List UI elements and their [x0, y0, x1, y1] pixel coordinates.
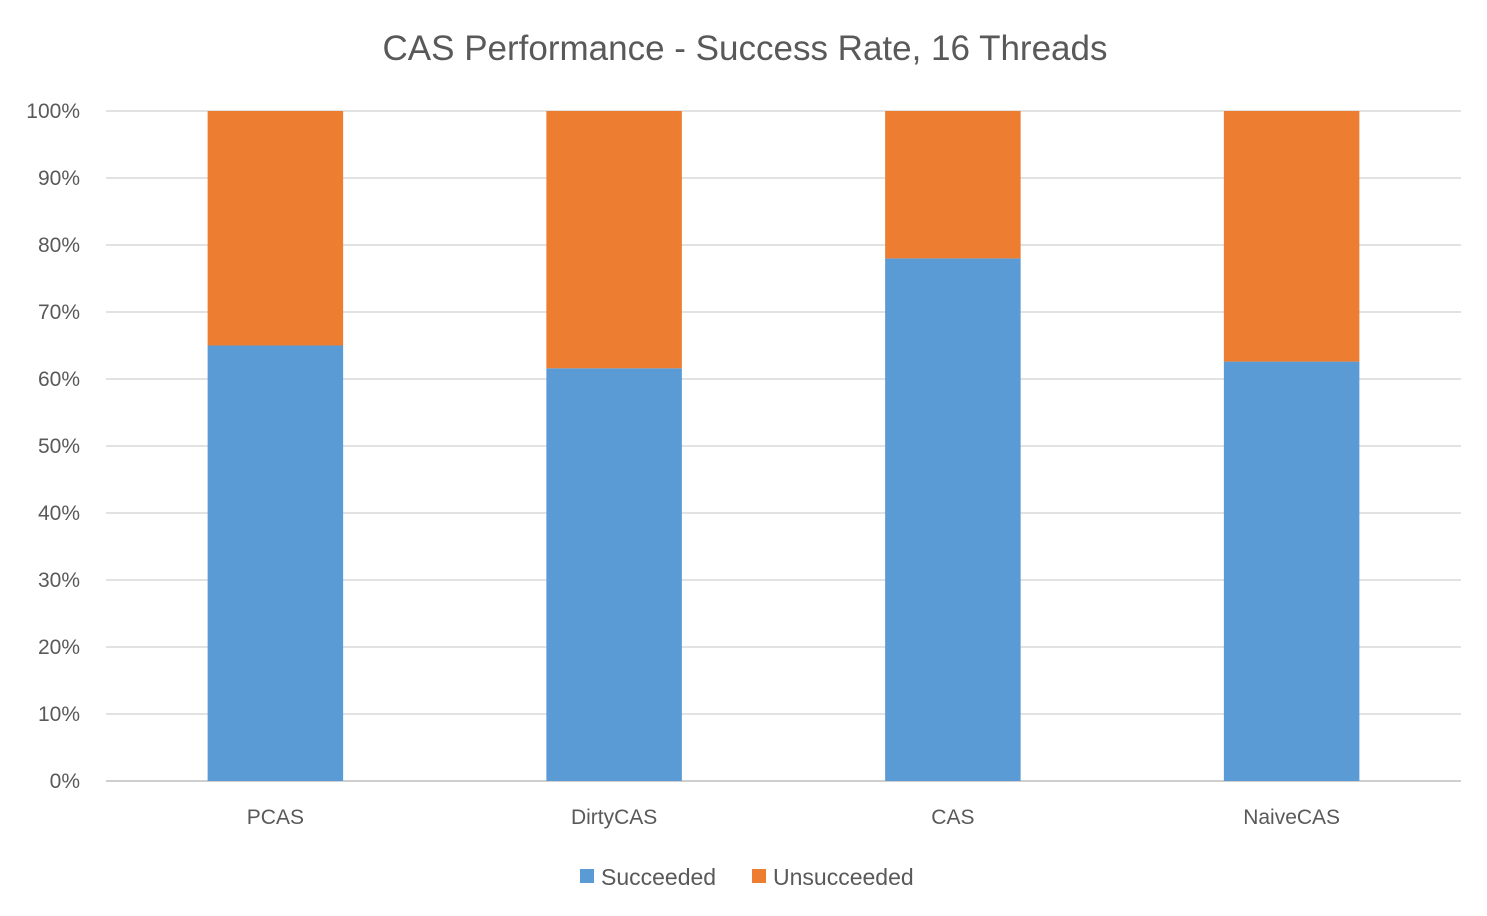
legend: Succeeded Unsucceeded	[580, 864, 914, 890]
x-tick-label: CAS	[931, 806, 974, 829]
x-tick-label: PCAS	[247, 806, 304, 829]
bar-unsucceeded-naivecas	[1223, 111, 1360, 362]
bar-unsucceeded-dirtycas	[546, 111, 682, 369]
bar-unsucceeded-pcas	[207, 111, 344, 346]
x-tick-label: DirtyCAS	[571, 806, 657, 829]
bar-succeeded-naivecas	[1223, 361, 1360, 781]
legend-label-succeeded: Succeeded	[601, 864, 716, 890]
y-tick-label: 30%	[38, 569, 80, 592]
y-tick-label: 50%	[38, 435, 80, 458]
bar-unsucceeded-cas	[885, 111, 1021, 259]
bar-succeeded-pcas	[207, 345, 344, 781]
y-tick-label: 20%	[38, 636, 80, 659]
y-axis-ticks: 0% 10% 20% 30% 40% 50% 60% 70% 80% 90% 100%	[26, 100, 80, 793]
y-tick-label: 60%	[38, 368, 80, 391]
chart-title: CAS Performance - Success Rate, 16 Threa…	[383, 29, 1108, 68]
y-tick-label: 0%	[50, 770, 80, 793]
y-tick-label: 10%	[38, 703, 80, 726]
bar-succeeded-cas	[885, 258, 1021, 781]
legend-swatch-unsucceeded	[752, 869, 766, 883]
legend-label-unsucceeded: Unsucceeded	[773, 864, 914, 890]
bar-succeeded-dirtycas	[546, 368, 682, 781]
y-tick-label: 40%	[38, 502, 80, 525]
y-tick-label: 70%	[38, 301, 80, 324]
x-axis-ticks: PCAS DirtyCAS CAS NaiveCAS	[247, 806, 1340, 829]
y-tick-label: 90%	[38, 167, 80, 190]
bars	[207, 111, 1360, 781]
y-tick-label: 100%	[26, 100, 80, 123]
y-tick-label: 80%	[38, 234, 80, 257]
x-tick-label: NaiveCAS	[1243, 806, 1340, 829]
legend-swatch-succeeded	[580, 869, 594, 883]
